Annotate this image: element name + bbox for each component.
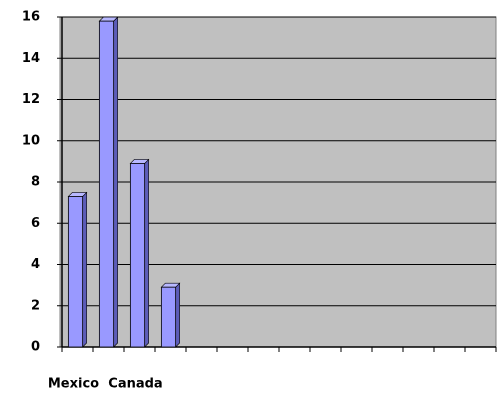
x-tick-label: Mexico: [48, 377, 99, 392]
y-tick-label: 8: [31, 175, 40, 190]
y-tick-label: 4: [31, 257, 40, 272]
x-tick-label: Canada: [108, 377, 162, 392]
y-tick-label: 16: [22, 10, 40, 25]
y-tick-label: 6: [31, 216, 40, 231]
bar-side: [113, 16, 118, 348]
y-tick-label: 2: [31, 298, 40, 313]
bar-side: [144, 158, 149, 348]
y-tick-label: 14: [22, 51, 40, 66]
bar: [67, 196, 84, 348]
bar-side: [175, 282, 180, 348]
y-tick-label: 0: [31, 340, 40, 355]
y-tick-label: 12: [22, 92, 40, 107]
y-tick-label: 10: [22, 133, 40, 148]
bar: [98, 20, 115, 348]
bar-side: [82, 191, 87, 348]
bar: [160, 286, 177, 348]
bar: [129, 163, 146, 348]
